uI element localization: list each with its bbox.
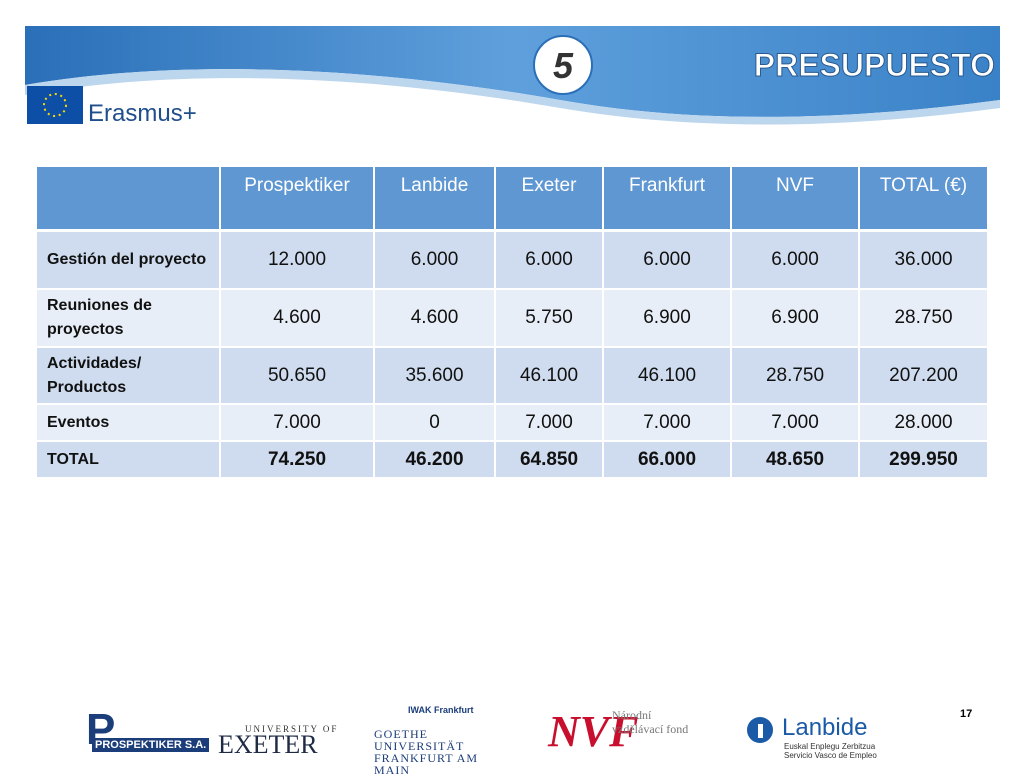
value-cell: 7.000 — [221, 405, 375, 440]
header-cell: Prospektiker — [221, 167, 375, 229]
value-cell: 6.000 — [375, 232, 496, 288]
header-row: Prospektiker Lanbide Exeter Frankfurt NVF TOT… — [37, 167, 987, 229]
value-cell: 46.100 — [604, 348, 732, 403]
table-row: Actividades/ Productos 50.650 35.600 46.100… — [37, 348, 987, 403]
header-band: 5 PRESUPUESTO — [25, 26, 1000, 125]
table-row: Reuniones de proyectos 4.600 4.600 5.750 6.9… — [37, 290, 987, 346]
value-cell: 35.600 — [375, 348, 496, 403]
header-cell — [37, 167, 221, 229]
eu-flag — [27, 86, 83, 124]
table-row: Gestión del proyecto 12.000 6.000 6.000 6.00… — [37, 232, 987, 288]
value-cell: 7.000 — [496, 405, 604, 440]
erasmus-logo: Erasmus+ — [88, 100, 197, 127]
logo-iwak: IWAK Frankfurt — [408, 705, 474, 715]
value-cell: 4.600 — [375, 290, 496, 346]
value-cell: 6.000 — [496, 232, 604, 288]
header-cell: TOTAL (€) — [860, 167, 987, 229]
slide-title: PRESUPUESTO — [754, 47, 995, 83]
logo-exeter: EXETER — [218, 730, 318, 759]
value-cell: 36.000 — [860, 232, 987, 288]
value-cell: 46.200 — [375, 442, 496, 477]
logo-nvf-text: Národní vzdělávací fond — [612, 708, 689, 736]
value-cell: 7.000 — [604, 405, 732, 440]
table-row: Eventos 7.000 0 7.000 7.000 7.000 28.000 — [37, 405, 987, 440]
section-number: 5 — [553, 45, 574, 86]
value-cell: 7.000 — [732, 405, 860, 440]
logo-lanbide-sub: Euskal Enplegu Zerbitzua Servicio Vasco … — [784, 742, 877, 760]
value-cell: 12.000 — [221, 232, 375, 288]
value-cell: 6.900 — [604, 290, 732, 346]
logo-exeter-top: UNIVERSITY OF — [245, 724, 339, 734]
value-cell: 207.200 — [860, 348, 987, 403]
row-label: Reuniones de proyectos — [37, 290, 221, 346]
header-cell: NVF — [732, 167, 860, 229]
logo-lanbide: Lanbide — [782, 714, 868, 741]
table-row: TOTAL 74.250 46.200 64.850 66.000 48.650 299.9… — [37, 442, 987, 477]
budget-table: Prospektiker Lanbide Exeter Frankfurt NVF TOT… — [37, 167, 987, 479]
value-cell: 28.750 — [732, 348, 860, 403]
value-cell: 0 — [375, 405, 496, 440]
value-cell: 28.750 — [860, 290, 987, 346]
logo-nvf: NVF — [548, 707, 639, 756]
row-label: Gestión del proyecto — [37, 232, 221, 288]
value-cell: 48.650 — [732, 442, 860, 477]
value-cell: 6.000 — [604, 232, 732, 288]
value-cell: 5.750 — [496, 290, 604, 346]
header-cell: Exeter — [496, 167, 604, 229]
value-cell: 6.000 — [732, 232, 860, 288]
logo-goethe: GOETHE UNIVERSITÄT FRANKFURT AM MAIN — [374, 727, 479, 777]
row-label: TOTAL — [37, 442, 221, 477]
value-cell: 4.600 — [221, 290, 375, 346]
value-cell: 6.900 — [732, 290, 860, 346]
logo-prospektiker: PROSPEKTIKER S.A. — [92, 738, 210, 752]
value-cell: 50.650 — [221, 348, 375, 403]
row-label: Eventos — [37, 405, 221, 440]
row-label: Actividades/ Productos — [37, 348, 221, 403]
lanbide-icon — [747, 717, 773, 743]
header-cell: Frankfurt — [604, 167, 732, 229]
value-cell: 46.100 — [496, 348, 604, 403]
value-cell: 74.250 — [221, 442, 375, 477]
value-cell: 299.950 — [860, 442, 987, 477]
header-cell: Lanbide — [375, 167, 496, 229]
page-number: 17 — [960, 708, 973, 720]
value-cell: 64.850 — [496, 442, 604, 477]
value-cell: 28.000 — [860, 405, 987, 440]
value-cell: 66.000 — [604, 442, 732, 477]
